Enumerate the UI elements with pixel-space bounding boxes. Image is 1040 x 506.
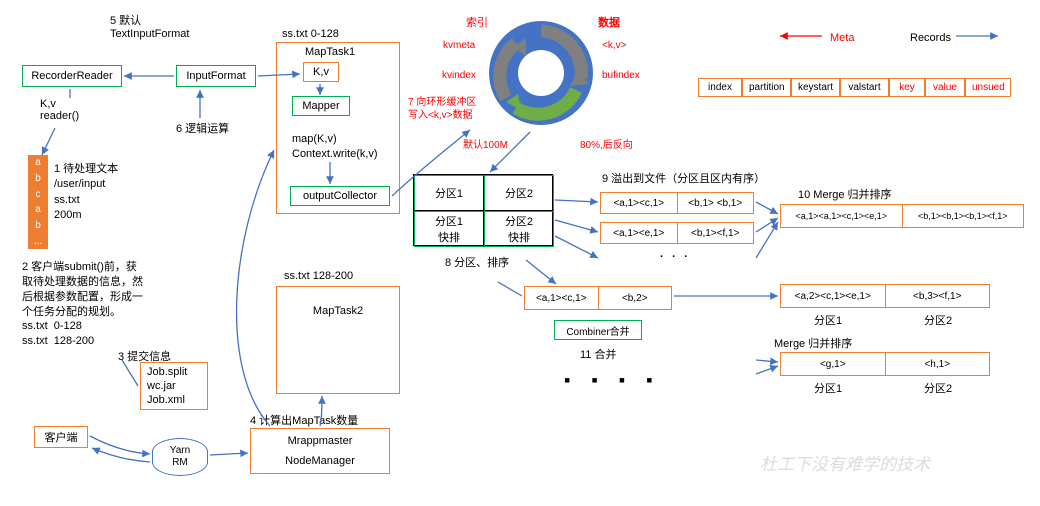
label-step7: 7 向环形缓冲区 写入<k,v>数据 [408,96,476,122]
ch: b [35,173,41,184]
bc4: key [889,78,925,97]
diagram-canvas: 5 默认 TextInputFormat RecorderReader K,v … [0,0,1040,506]
ch: ... [34,236,42,247]
bc2: keystart [791,78,840,97]
label-step6: 6 逻辑运算 [176,120,229,136]
bc0: index [698,78,742,97]
spill-r1: <a,1><c,1> <b,1> <b,1> [600,192,754,214]
merge1-row: <a,1><a,1><c,1><e,1> <b,1><b,1><b,1><f,1… [780,204,1024,228]
p2: 分区2 [484,175,554,211]
box-outputcollector: outputCollector [290,186,390,206]
watermark-text: 杜工下没有难学的技术 [760,450,930,475]
p2q: 分区2 快排 [484,211,554,247]
label-step11: 11 合并 [580,346,616,362]
mfb: <b,3><f,1> [886,285,990,307]
r1b: <b,1> <b,1> [678,193,754,213]
maptask2-title: MapTask2 [313,305,363,317]
nodemanager: NodeManager [285,455,355,467]
ch: c [36,189,41,200]
ring-bufindex: bufindex [602,70,640,81]
mrappmaster: Mrappmaster [288,435,353,447]
r1a: <a,1><c,1> [601,193,678,213]
r2b: <b,1><f,1> [678,223,754,243]
merge-final: <a,2><c,1><e,1> <b,3><f,1> [780,284,990,308]
box-step4: Mrappmaster NodeManager [250,428,390,474]
merge2-row: <g,1> <h,1> [780,352,990,376]
label-step10: 10 Merge 归并排序 [798,186,892,202]
ring-index: 索引 [466,14,488,30]
ring-buffer-icon [486,18,596,128]
ellipsis: ▪ ▪ ▪ ▪ [564,370,661,391]
label-step8: 8 分区、排序 [445,254,509,270]
label-step9: 9 溢出到文件（分区且区内有序） [602,170,765,186]
partition-grid: 分区1 分区2 分区1 快排 分区2 快排 [413,174,553,246]
label-records: Records [910,32,951,44]
box-kv: K,v [303,62,339,82]
box-mapper: Mapper [292,96,350,116]
label-step5: 5 默认 TextInputFormat [110,12,189,40]
box-input-data: a b c a b ... [28,155,48,249]
m1a: <a,1><a,1><c,1><e,1> [781,205,903,227]
ring-100m: 默认100M [463,136,508,151]
label-step2: 2 客户端submit()前，获 取待处理数据的信息，然 后根据参数配置，形成一… [22,260,143,349]
mf-p1: 分区1 [814,312,842,328]
m2b: <h,1> [886,353,990,375]
box-client: 客户端 [34,426,88,448]
label-meta: Meta [830,32,854,44]
cloud-yarn: Yarn RM [152,438,208,476]
m2a: <g,1> [781,353,886,375]
mf-p2: 分区2 [924,312,952,328]
ring-kvb: <k,v> [602,40,626,51]
ring-kvindex: kvindex [442,70,476,81]
box-maptask2: MapTask2 [276,286,400,394]
bc6: unsued [965,78,1011,97]
ch: a [35,157,41,168]
ch: b [35,220,41,231]
ring-data: 数据 [598,14,620,30]
p1: 分区1 [414,175,484,211]
r2a: <a,1><e,1> [601,223,678,243]
m2-p1: 分区1 [814,380,842,396]
label-kv-reader: K,v reader() [40,98,79,122]
mfa: <a,2><c,1><e,1> [781,285,886,307]
p1q: 分区1 快排 [414,211,484,247]
label-mapkv: map(K,v) Context.write(k,v) [292,132,378,162]
combiner-row: <a,1><c,1> <b,2> [524,286,672,310]
ch: a [35,204,41,215]
bc3: valstart [840,78,889,97]
m2-p2: 分区2 [924,380,952,396]
maptask1-title: MapTask1 [305,46,355,58]
ring-kvmeta: kvmeta [443,40,475,51]
label-ss2: ss.txt 128-200 [284,270,353,282]
label-step4: 4 计算出MapTask数量 [250,412,358,428]
box-combiner: Combiner合并 [554,320,642,340]
cr-b: <b,2> [599,287,672,309]
bc1: partition [742,78,791,97]
m1b: <b,1><b,1><b,1><f,1> [903,205,1024,227]
label-ss1: ss.txt 0-128 [282,28,339,40]
box-inputformat: InputFormat [176,65,256,87]
buffer-table: index partition keystart valstart key va… [698,78,1011,97]
box-recorder-reader: RecorderReader [22,65,122,87]
cr-a: <a,1><c,1> [525,287,599,309]
spill-r2: <a,1><e,1> <b,1><f,1> [600,222,754,244]
box-job-files: Job.split wc.jar Job.xml [140,362,208,410]
bc5: value [925,78,965,97]
spill-dots: . . . [660,248,690,260]
label-step1: 1 待处理文本 /user/input ss.txt 200m [54,162,118,224]
ring-80: 80%,后反向 [580,136,633,151]
label-merge2: Merge 归并排序 [774,335,852,351]
